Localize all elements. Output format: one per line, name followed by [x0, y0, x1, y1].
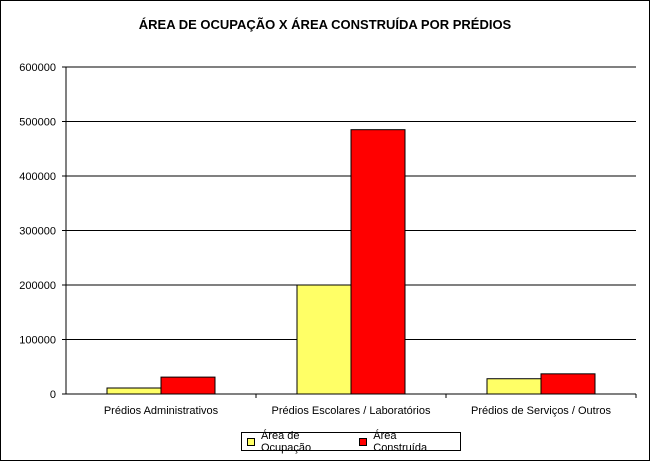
chart-legend: Área de Ocupação Área Construída — [241, 430, 461, 454]
y-tick-label: 200000 — [19, 280, 56, 292]
bar-occupation — [296, 284, 352, 395]
y-tick-label: 600000 — [19, 62, 56, 74]
x-tick-label: Prédios Administrativos — [104, 405, 219, 417]
y-tick-label: 500000 — [19, 117, 56, 129]
bar-built — [350, 129, 406, 395]
legend-swatch-built — [359, 437, 368, 446]
y-tick-label: 0 — [50, 389, 56, 401]
bar-built — [540, 373, 596, 395]
bar-built — [160, 376, 216, 395]
x-tick-label: Prédios Escolares / Laboratórios — [272, 405, 431, 417]
legend-label-built: Área Construída — [373, 429, 428, 454]
legend-item-built: Área Construída — [359, 430, 453, 454]
x-tick-label: Prédios de Serviços / Outros — [471, 405, 612, 417]
y-tick-label: 400000 — [19, 171, 56, 183]
legend-label-occupation: Área de Ocupação — [260, 429, 312, 454]
bar-occupation — [106, 387, 162, 395]
y-tick-label: 100000 — [19, 335, 56, 347]
y-tick-label: 300000 — [19, 226, 56, 238]
legend-swatch-occupation — [247, 437, 255, 446]
legend-item-occupation: Área de Ocupação — [247, 430, 352, 454]
chart-title: ÁREA DE OCUPAÇÃO X ÁREA CONSTRUÍDA POR P… — [138, 17, 512, 32]
bar-occupation — [486, 378, 542, 395]
